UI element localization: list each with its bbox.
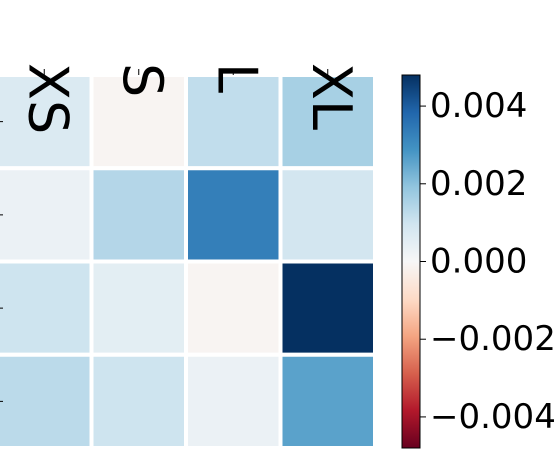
heatmap-cell	[184, 166, 283, 264]
heatmap-cell	[0, 352, 94, 450]
colorbar-ticks: 0.004 0.002 0.000 −0.002 −0.004	[420, 86, 556, 437]
heatmap-cell	[89, 73, 188, 171]
x-axis: XS S L XL	[17, 63, 364, 134]
heatmap-cell	[89, 166, 188, 264]
heatmap-cells	[0, 73, 377, 450]
heatmap-cell	[184, 352, 283, 450]
heatmap-cell	[278, 352, 377, 450]
x-tick-label: L	[206, 63, 269, 93]
heatmap-cell	[0, 166, 94, 264]
colorbar-tick-label: 0.004	[430, 86, 527, 126]
heatmap-cell	[278, 166, 377, 264]
heatmap-cell	[89, 352, 188, 450]
heatmap-cell	[184, 259, 283, 357]
colorbar	[401, 74, 421, 449]
x-tick-label: S	[111, 63, 174, 97]
heatmap-cell	[0, 259, 94, 357]
y-axis	[0, 121, 3, 402]
x-tick-label: XS	[17, 63, 80, 134]
colorbar-tick-label: 0.002	[430, 164, 527, 204]
x-tick-label: XL	[300, 63, 363, 130]
colorbar-tick-label: 0.000	[430, 242, 527, 282]
colorbar-tick-label: −0.004	[430, 397, 556, 437]
heatmap-cell	[278, 259, 377, 357]
heatmap-cell	[89, 259, 188, 357]
colorbar-tick-label: −0.002	[430, 319, 556, 359]
